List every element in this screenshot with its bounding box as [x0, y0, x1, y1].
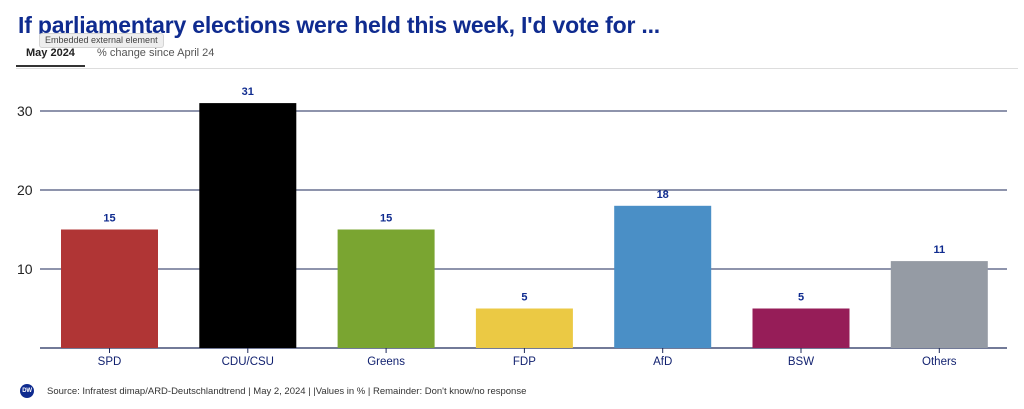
value-label: 15 — [380, 213, 392, 225]
dw-logo-icon: DW — [20, 384, 34, 398]
tab-change-since-april[interactable]: % change since April 24 — [97, 47, 215, 59]
value-label: 18 — [657, 189, 669, 201]
bar-afd — [614, 205, 712, 348]
category-label: BSW — [788, 356, 814, 368]
value-label: 11 — [933, 244, 945, 256]
bar-others — [890, 261, 988, 348]
tab-may-2024[interactable]: May 2024 — [16, 46, 85, 67]
category-label: FDP — [513, 356, 536, 368]
y-tick-label: 20 — [17, 182, 33, 198]
bar-chart: 10 20 30 15 SPD 31 CDU/CSU 15 Greens 5 FDP 18 AfD 5 BS… — [17, 86, 1007, 368]
category-label: Others — [922, 356, 957, 368]
bar-spd — [61, 229, 158, 348]
embedded-element-tooltip: Embedded external element — [39, 33, 164, 48]
category-label: SPD — [98, 356, 122, 368]
value-label: 31 — [242, 86, 254, 98]
category-label: Greens — [367, 356, 405, 368]
bar-bsw — [752, 308, 850, 348]
bars — [61, 103, 988, 348]
value-label: 5 — [798, 292, 804, 304]
bar-greens — [337, 229, 435, 348]
source-note: Source: Infratest dimap/ARD-Deutschlandt… — [47, 385, 527, 397]
category-label: AfD — [653, 356, 672, 368]
y-tick-label: 10 — [17, 261, 33, 277]
view-tabs: May 2024 % change since April 24 — [16, 46, 1018, 69]
bar-fdp — [475, 308, 573, 348]
y-tick-label: 30 — [17, 103, 33, 119]
value-label: 15 — [103, 213, 115, 225]
labels: 10 20 30 15 SPD 31 CDU/CSU 15 Greens 5 FDP 18 AfD 5 BS… — [17, 86, 957, 368]
value-label: 5 — [521, 292, 527, 304]
bar-cdu-csu — [199, 103, 297, 348]
footer: DW Source: Infratest dimap/ARD-Deutschla… — [20, 383, 526, 399]
category-label: CDU/CSU — [222, 356, 274, 368]
